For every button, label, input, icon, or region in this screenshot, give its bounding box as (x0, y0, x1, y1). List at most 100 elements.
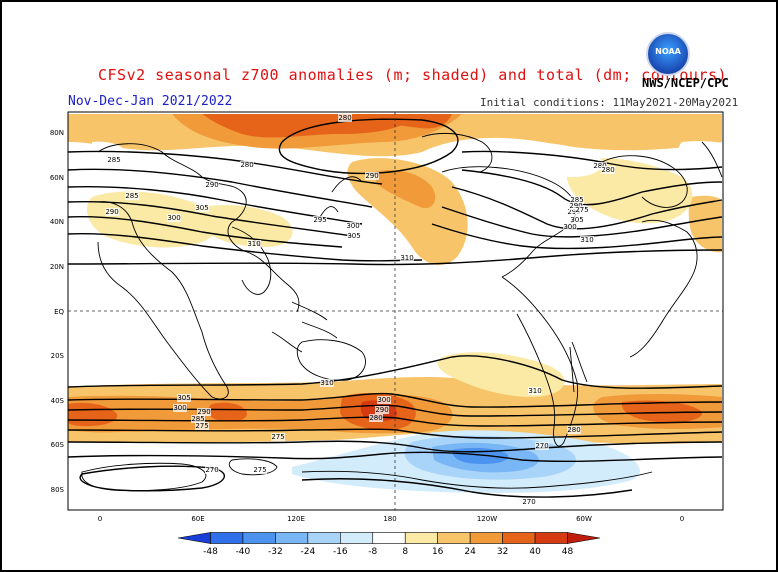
contour-label: 280 (567, 426, 580, 434)
contour-label-bg (375, 406, 389, 414)
contour-label: 305 (195, 204, 208, 212)
contour-label: 285 (570, 196, 583, 204)
contour-label: 280 (338, 114, 351, 122)
contour-label: 290 (365, 172, 378, 180)
contour-label: 275 (253, 466, 266, 474)
contour-label-bg (567, 208, 581, 216)
lat-label: 20N (50, 263, 64, 271)
contour-label: 300 (563, 223, 576, 231)
contour-label: 290 (205, 181, 218, 189)
latitude-labels: 80N 60N 40N 20N EQ 20S 40S 60S 80S (50, 129, 65, 494)
season-subtitle: Nov-Dec-Jan 2021/2022 (68, 94, 233, 109)
contour-label-bg (575, 206, 589, 214)
contour-label: 310 (528, 387, 541, 395)
lat-label: 60S (51, 441, 65, 449)
contour-label-bg (195, 204, 209, 212)
contour-label-bg (346, 222, 360, 230)
contour-label-bg (125, 192, 139, 200)
contour-label: 275 (271, 433, 284, 441)
initial-conditions: Initial conditions: 11May2021-20May2021 (480, 96, 739, 109)
contour-label: 275 (575, 206, 588, 214)
colorbar-label: -40 (236, 547, 251, 557)
contour-label-bg (347, 232, 361, 240)
contour-label-bg (253, 466, 267, 474)
lon-label: 180 (383, 515, 396, 523)
colorbar-swatch (502, 532, 536, 544)
colorbar-label: -48 (203, 547, 218, 557)
contour-label-bg (191, 415, 205, 423)
contour-label-bg (580, 236, 594, 244)
colorbar-label: -32 (268, 547, 283, 557)
contour-label: 285 (191, 415, 204, 423)
colorbar-label: 40 (529, 547, 541, 557)
colorbar-swatch (469, 532, 503, 544)
colorbar-swatch (404, 532, 438, 544)
lon-label: 60W (576, 515, 592, 523)
lon-label: 0 (98, 515, 102, 523)
colorbar: -48 -40 -32 -24 -16 -8 8 16 24 32 40 48 (177, 532, 601, 557)
contour-label-bg (567, 426, 581, 434)
contour-label: 290 (105, 208, 118, 216)
colorbar-label: 24 (464, 547, 476, 557)
contour-label: 300 (173, 404, 186, 412)
colorbar-swatch (437, 532, 471, 544)
contour-label-bg (167, 214, 181, 222)
contour-label: 295 (313, 216, 326, 224)
contour-labels: 2802852902802852903003053102902953003053… (105, 114, 615, 506)
contour-label-bg (400, 254, 414, 262)
contour-label-bg (177, 394, 191, 402)
contour-label-bg (377, 396, 391, 404)
contour-label-bg (593, 162, 607, 170)
lat-label: 20S (51, 352, 65, 360)
figure-title: CFSv2 seasonal z700 anomalies (m; shaded… (98, 66, 728, 84)
colorbar-label: -16 (333, 547, 348, 557)
contour-label-bg (570, 216, 584, 224)
contour-label-bg (563, 223, 577, 231)
contour-label: 290 (375, 406, 388, 414)
noaa-logo: NOAA (646, 32, 690, 76)
lat-label: 40S (51, 397, 65, 405)
contour-label: 280 (601, 166, 614, 174)
contour-label: 270 (522, 498, 535, 506)
lon-label: 0 (680, 515, 684, 523)
contour-label: 285 (107, 156, 120, 164)
contour-label: 285 (125, 192, 138, 200)
colorbar-arrow-right (567, 532, 601, 544)
lat-label: 40N (50, 218, 64, 226)
colorbar-label: -8 (368, 547, 377, 557)
colorbar-swatch (242, 532, 276, 544)
contour-label: 280 (593, 162, 606, 170)
contour-label-bg (522, 498, 536, 506)
colorbar-swatch (372, 532, 406, 544)
contour-label: 300 (346, 222, 359, 230)
contour-label-bg (313, 216, 327, 224)
contour-label: 310 (580, 236, 593, 244)
contour-label: 300 (377, 396, 390, 404)
lat-label: 80S (51, 486, 65, 494)
contour-label: 310 (320, 379, 333, 387)
contour-label: 295 (567, 208, 580, 216)
contour-label-bg (535, 442, 549, 450)
colorbar-swatch (534, 532, 568, 544)
colorbar-swatch (210, 532, 244, 544)
colorbar-arrow-left (177, 532, 211, 544)
colorbar-label: 48 (562, 547, 574, 557)
contour-label-bg (107, 156, 121, 164)
contour-label: 305 (177, 394, 190, 402)
contour-label: 290 (197, 408, 210, 416)
contour-label-bg (365, 172, 379, 180)
colorbar-label: -24 (300, 547, 315, 557)
contour-label-bg (195, 422, 209, 430)
contour-label: 270 (205, 466, 218, 474)
contour-label-bg (105, 208, 119, 216)
lon-label: 60E (191, 515, 204, 523)
contour-label: 300 (167, 214, 180, 222)
noaa-logo-text: NOAA (655, 47, 681, 56)
colorbar-label: 32 (497, 547, 508, 557)
contour-label-bg (247, 240, 261, 248)
contour-label-bg (369, 414, 383, 422)
colorbar-label: 16 (432, 547, 444, 557)
colorbar-swatch (307, 532, 341, 544)
